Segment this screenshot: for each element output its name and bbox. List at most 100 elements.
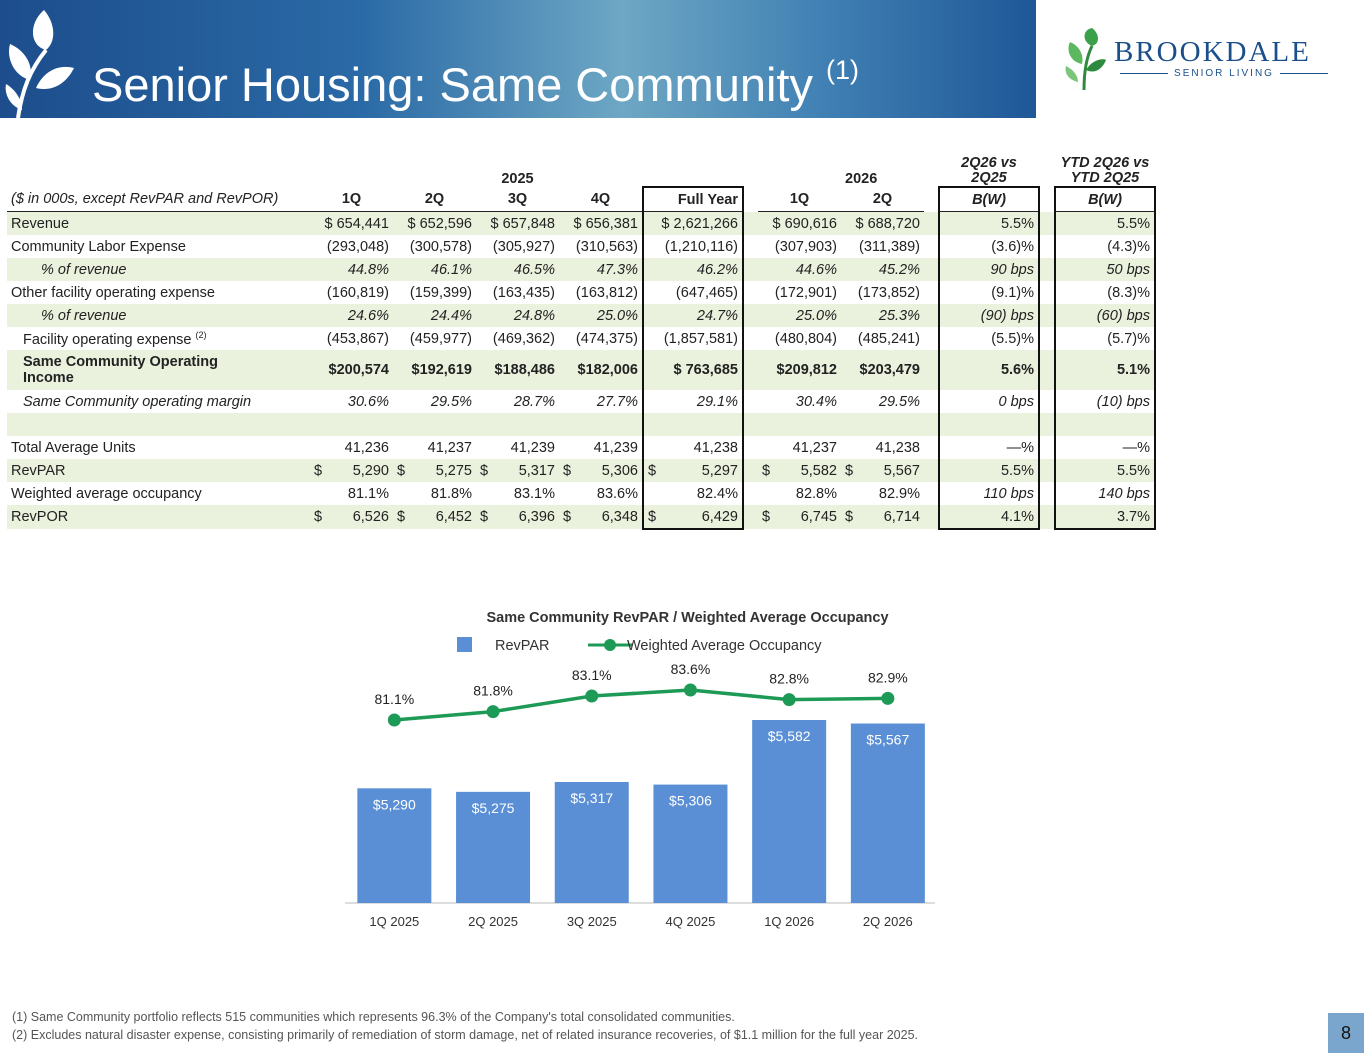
occupancy-point [683,683,697,697]
occupancy-point [782,693,796,707]
footnotes: (1) Same Community portfolio reflects 51… [12,1008,918,1044]
table-cell: 90 bps [938,258,1040,281]
table-cell: $200,574 [310,350,393,390]
table-cell: 0 bps [938,390,1040,413]
title-banner: Senior Housing: Same Community (1) [0,0,1036,118]
revpar-bar-label: $5,567 [866,732,909,748]
revpar-bar [554,782,629,903]
table-cell: $5,297 [642,459,744,482]
table-cell [559,413,643,436]
revpar-bar [850,723,925,903]
revpar-bar-label: $5,317 [570,790,613,806]
row-label: Other facility operating expense [11,284,215,301]
row-label: % of revenue [7,258,310,281]
col-header: 2Q [393,187,476,212]
table-cell: $6,745 [758,505,841,529]
occupancy-label: 81.8% [473,683,513,699]
table-cell: 24.7% [642,304,744,327]
row-label: Facility operating expense (2) [23,329,207,348]
table-cell [841,413,924,436]
table-row: RevPOR $6,526 $6,452 $6,396 $6,348 $6,429 $6,7… [7,505,1156,530]
table-cell: (3.6)% [938,235,1040,258]
table-cell: $6,348 [559,505,643,529]
row-label: Community Labor Expense [11,238,186,255]
table-cell: $6,452 [393,505,476,529]
table-cell: $209,812 [758,350,841,390]
table-cell: (480,804) [774,330,837,347]
x-tick-label: 2Q 2026 [863,914,913,929]
occupancy-label: 83.6% [671,661,711,677]
table-cell: $ 690,616 [758,211,841,235]
table-cell: (172,901) [774,284,837,301]
table-cell: (310,563) [575,238,638,255]
revpar-occupancy-chart: RevPAR Weighted Average Occupancy $5,290 1Q… [345,637,935,929]
table-cell: (311,389) [859,238,920,255]
revpar-bar-label: $5,306 [669,793,712,809]
col-header: 1Q [758,187,841,212]
logo-name: BROOKDALE [1114,36,1311,68]
table-cell: (1,857,581) [642,327,744,350]
row-label: RevPOR [7,505,310,529]
table-cell: 41,237 [427,439,472,456]
logo-subtitle: SENIOR LIVING [1114,68,1334,79]
revpar-bar-label: $5,290 [373,796,416,812]
table-cell: $ 2,621,266 [642,211,744,235]
chart-title: Same Community RevPAR / Weighted Average… [486,610,889,626]
page-number: 8 [1328,1013,1364,1053]
table-cell: 46.1% [393,258,476,281]
table-cell: $6,714 [841,505,924,529]
table-cell: (5.5)% [938,327,1040,350]
table-cell: $6,429 [642,505,744,530]
table-cell: 41,238 [642,436,744,459]
table-cell: (10) bps [1054,390,1156,413]
table-cell: (453,867) [326,330,389,347]
q2-comparison-header: 2Q26 vs 2Q25 [961,155,1017,186]
table-cell: 83.6% [596,485,638,502]
table-cell: $ 656,381 [559,211,643,235]
table-cell [642,413,744,436]
table-cell: 46.2% [642,258,744,281]
table-units-label: ($ in 000s, except RevPAR and RevPOR) [7,187,310,212]
table-cell: 45.2% [841,258,924,281]
table-cell: 44.8% [310,258,393,281]
row-label: % of revenue [7,304,310,327]
table-cell: $5,582 [758,459,841,482]
occupancy-point [881,691,895,705]
table-cell: (60) bps [1054,304,1156,327]
table-cell: $192,619 [393,350,476,390]
table-row: Total Average Units 41,236 41,237 41,239 41,… [7,436,1156,459]
table-cell: 110 bps [938,482,1040,505]
table-cell [938,413,1040,436]
table-cell: (163,812) [575,284,638,301]
year-2026-label: 2026 [845,171,878,187]
table-cell: 4.1% [938,505,1040,530]
table-cell: —% [1054,436,1156,459]
x-tick-label: 1Q 2026 [764,914,814,929]
legend-label-revpar: RevPAR [495,638,550,654]
table-cell: (160,819) [326,284,389,301]
ytd-comparison-header: YTD 2Q26 vs YTD 2Q25 [1060,155,1150,186]
table-cell: 81.8% [430,485,472,502]
table-cell: (307,903) [774,238,837,255]
revpar-bar [752,720,827,903]
occupancy-line [394,688,888,722]
legend-swatch-revpar [457,637,472,652]
revpar-bar-label: $5,582 [768,728,811,744]
legend-marker-occupancy [604,639,616,651]
table-cell: 83.1% [513,485,555,502]
col-header: Full Year [642,186,744,212]
table-cell: (90) bps [938,304,1040,327]
table-cell: 3.7% [1054,505,1156,530]
table-cell: $5,306 [559,459,643,482]
table-cell [1054,413,1156,436]
table-row: Same Community Operating Income $200,574 $… [7,350,1156,390]
table-cell: (305,927) [492,238,555,255]
col-header: 3Q [476,187,559,212]
page-title: Senior Housing: Same Community (1) [92,55,860,111]
brookdale-leaf-icon [1065,28,1106,91]
table-cell: (647,465) [642,281,744,304]
x-tick-label: 1Q 2025 [369,914,419,929]
table-cell: 5.6% [938,350,1040,390]
table-cell: (5.7)% [1054,327,1156,350]
col-header: B(W) [1054,186,1156,212]
